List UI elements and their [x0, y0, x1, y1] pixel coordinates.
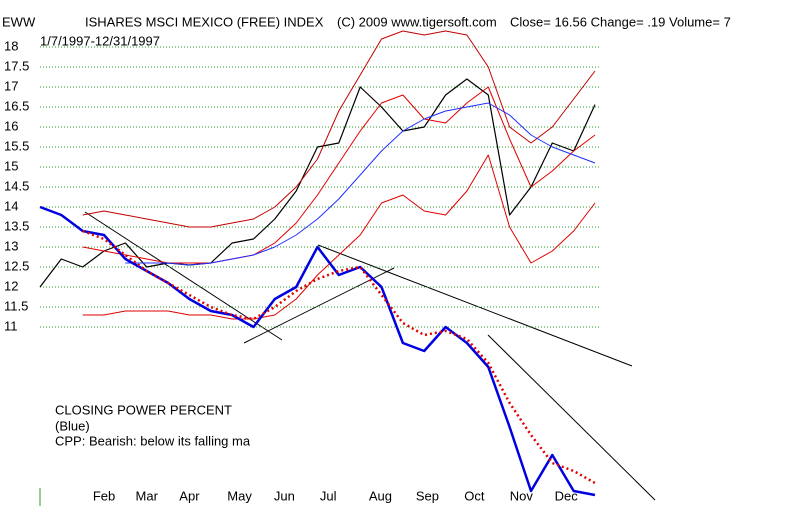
- x-tick-label: Oct: [464, 488, 485, 503]
- y-tick-label: 12: [4, 278, 18, 293]
- chart-title: ISHARES MSCI MEXICO (FREE) INDEX: [85, 14, 324, 29]
- x-tick-label: Apr: [179, 488, 200, 503]
- y-tick-label: 15: [4, 158, 18, 173]
- x-tick-label: Mar: [136, 488, 159, 503]
- trend-line: [487, 334, 656, 501]
- y-tick-label: 16.5: [4, 98, 29, 113]
- series-line: [39, 205, 596, 497]
- y-tick-label: 16: [4, 118, 18, 133]
- x-tick-label: Nov: [510, 488, 534, 503]
- y-tick-label: 17.5: [4, 58, 29, 73]
- x-tick-label: Jun: [274, 488, 295, 503]
- y-tick-label: 18: [4, 38, 18, 53]
- y-tick-label: 12.5: [4, 258, 29, 273]
- y-tick-label: 17: [4, 78, 18, 93]
- series-line: [39, 78, 596, 288]
- y-tick-label: 13.5: [4, 218, 29, 233]
- ticker: EWW: [2, 14, 36, 29]
- y-tick-label: 11: [4, 318, 18, 333]
- x-tick-label: Aug: [369, 488, 392, 503]
- quote: Close= 16.56 Change= .19 Volume= 7: [510, 14, 731, 29]
- series-line: [125, 102, 596, 266]
- x-tick-label: Dec: [555, 488, 579, 503]
- annotation: CLOSING POWER PERCENT: [55, 402, 232, 417]
- trend-line: [317, 244, 633, 367]
- annotation: CPP: Bearish: below its falling ma: [55, 433, 251, 448]
- y-tick-label: 13: [4, 238, 18, 253]
- x-tick-label: Feb: [93, 488, 115, 503]
- x-tick-label: Jul: [320, 488, 337, 503]
- y-tick-label: 15.5: [4, 138, 29, 153]
- x-tick-label: Sep: [416, 488, 439, 503]
- y-tick-label: 14: [4, 198, 18, 213]
- subtitle: 1/7/1997-12/31/1997: [40, 33, 160, 48]
- x-tick-label: May: [227, 488, 252, 503]
- y-tick-label: 11.5: [4, 298, 28, 313]
- series-line: [82, 30, 596, 228]
- series-line: [82, 154, 596, 320]
- annotation: (Blue): [55, 418, 90, 433]
- y-tick-label: 14.5: [4, 178, 29, 193]
- copyright: (C) 2009 www.tigersoft.com: [337, 14, 497, 29]
- series-line: [82, 229, 596, 485]
